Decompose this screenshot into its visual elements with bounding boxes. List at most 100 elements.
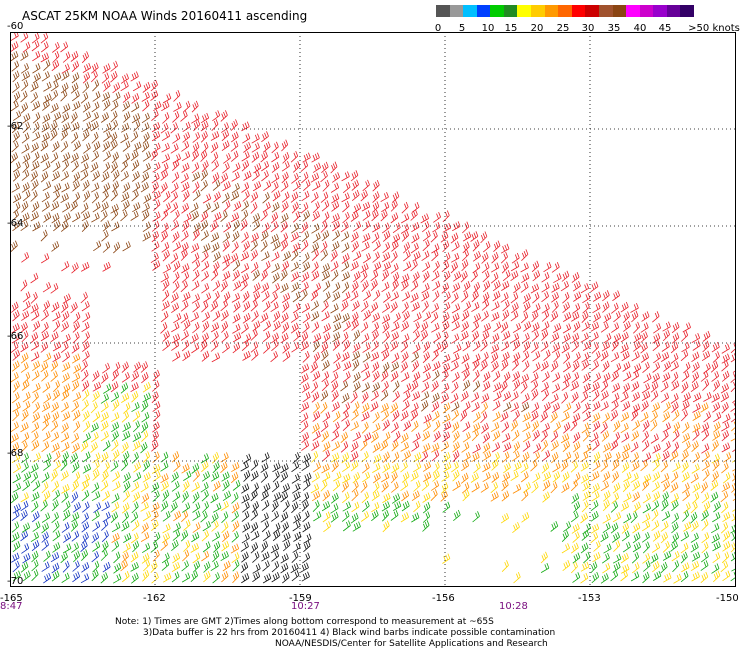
- wind-barb: [322, 490, 330, 502]
- wind-barb: [161, 300, 170, 311]
- wind-barb: [20, 50, 29, 61]
- wind-barb: [233, 280, 242, 291]
- wind-barb: [142, 81, 151, 93]
- wind-barb: [51, 442, 60, 453]
- wind-barb: [463, 281, 471, 293]
- wind-barb: [592, 312, 601, 323]
- wind-barb: [72, 502, 81, 513]
- wind-barb: [400, 410, 409, 422]
- wind-barb: [372, 370, 380, 383]
- wind-barb: [62, 560, 70, 573]
- wind-barb: [622, 361, 631, 372]
- longitude-label: -162: [143, 593, 166, 604]
- wind-barb: [12, 130, 20, 143]
- wind-barb: [201, 141, 209, 154]
- wind-barb: [322, 280, 331, 292]
- wind-barb: [22, 391, 31, 403]
- wind-barb: [331, 380, 339, 393]
- wind-barb: [31, 179, 39, 191]
- wind-barb: [531, 402, 540, 414]
- wind-barb: [300, 373, 309, 384]
- wind-barb: [123, 481, 131, 493]
- wind-barb: [92, 381, 102, 392]
- wind-barb: [260, 490, 269, 502]
- wind-barb: [242, 312, 251, 324]
- wind-barb: [662, 541, 670, 553]
- wind-barb: [41, 310, 49, 322]
- wind-barb: [222, 530, 230, 543]
- wind-barb: [422, 520, 430, 532]
- wind-barb: [232, 313, 241, 324]
- wind-barb: [562, 311, 572, 322]
- wind-barb: [711, 439, 719, 452]
- wind-barb: [692, 340, 701, 351]
- wind-barb: [232, 571, 240, 584]
- wind-barb: [501, 359, 509, 372]
- wind-barb: [401, 201, 409, 214]
- wind-barb: [481, 310, 489, 322]
- wind-barb: [342, 291, 351, 302]
- latitude-label: -70: [7, 576, 24, 587]
- wind-barb: [160, 209, 169, 221]
- wind-barb: [580, 283, 590, 294]
- wind-barb: [691, 571, 700, 582]
- wind-barb: [442, 301, 451, 313]
- wind-barb: [252, 170, 260, 182]
- wind-barb: [371, 340, 379, 352]
- wind-barb: [571, 311, 580, 322]
- wind-barb: [430, 480, 440, 491]
- wind-barb: [142, 460, 151, 472]
- wind-barb: [570, 561, 578, 574]
- wind-barb: [110, 131, 118, 144]
- wind-barb: [662, 321, 671, 332]
- wind-barb: [490, 422, 500, 433]
- wind-barb: [673, 573, 682, 584]
- wind-barb: [322, 332, 331, 344]
- wind-barb: [142, 151, 151, 162]
- wind-barb: [713, 379, 720, 392]
- wind-barb: [422, 230, 431, 242]
- wind-barb: [230, 131, 239, 143]
- wind-barb: [480, 340, 488, 352]
- wind-barb: [81, 51, 89, 64]
- wind-barb: [211, 242, 220, 253]
- wind-barb: [521, 401, 530, 413]
- wind-barb: [332, 479, 341, 492]
- wind-barb: [440, 441, 450, 452]
- wind-barb: [210, 471, 220, 482]
- wind-barb: [173, 312, 182, 324]
- wind-barb: [81, 479, 90, 492]
- wind-barb: [652, 311, 660, 323]
- wind-barb: [532, 443, 542, 454]
- wind-barb: [61, 372, 70, 384]
- wind-barb: [43, 93, 52, 104]
- wind-barb: [50, 469, 58, 482]
- wind-barb: [280, 221, 288, 233]
- wind-barb: [200, 482, 209, 493]
- wind-barb: [192, 141, 200, 154]
- wind-barb: [160, 182, 168, 194]
- wind-barb: [311, 472, 320, 483]
- wind-barb: [181, 490, 189, 503]
- wind-barb: [452, 271, 462, 282]
- wind-barb: [580, 542, 589, 554]
- wind-barb: [691, 551, 701, 562]
- wind-barb: [210, 131, 220, 141]
- wind-barb: [532, 350, 541, 362]
- wind-barb: [670, 361, 679, 372]
- wind-barb: [482, 280, 491, 293]
- wind-barb: [10, 41, 19, 52]
- wind-barb: [712, 552, 721, 564]
- wind-barb: [700, 551, 709, 563]
- wind-barb: [411, 201, 420, 213]
- wind-barb: [232, 342, 241, 354]
- wind-barb: [160, 272, 169, 283]
- wind-barb: [321, 230, 330, 242]
- wind-barb: [392, 410, 400, 422]
- wind-barb: [471, 482, 480, 493]
- wind-barb: [280, 232, 289, 244]
- wind-barb: [21, 200, 29, 213]
- wind-barb: [410, 209, 418, 221]
- wind-barb: [422, 372, 431, 383]
- wind-barb: [73, 363, 82, 374]
